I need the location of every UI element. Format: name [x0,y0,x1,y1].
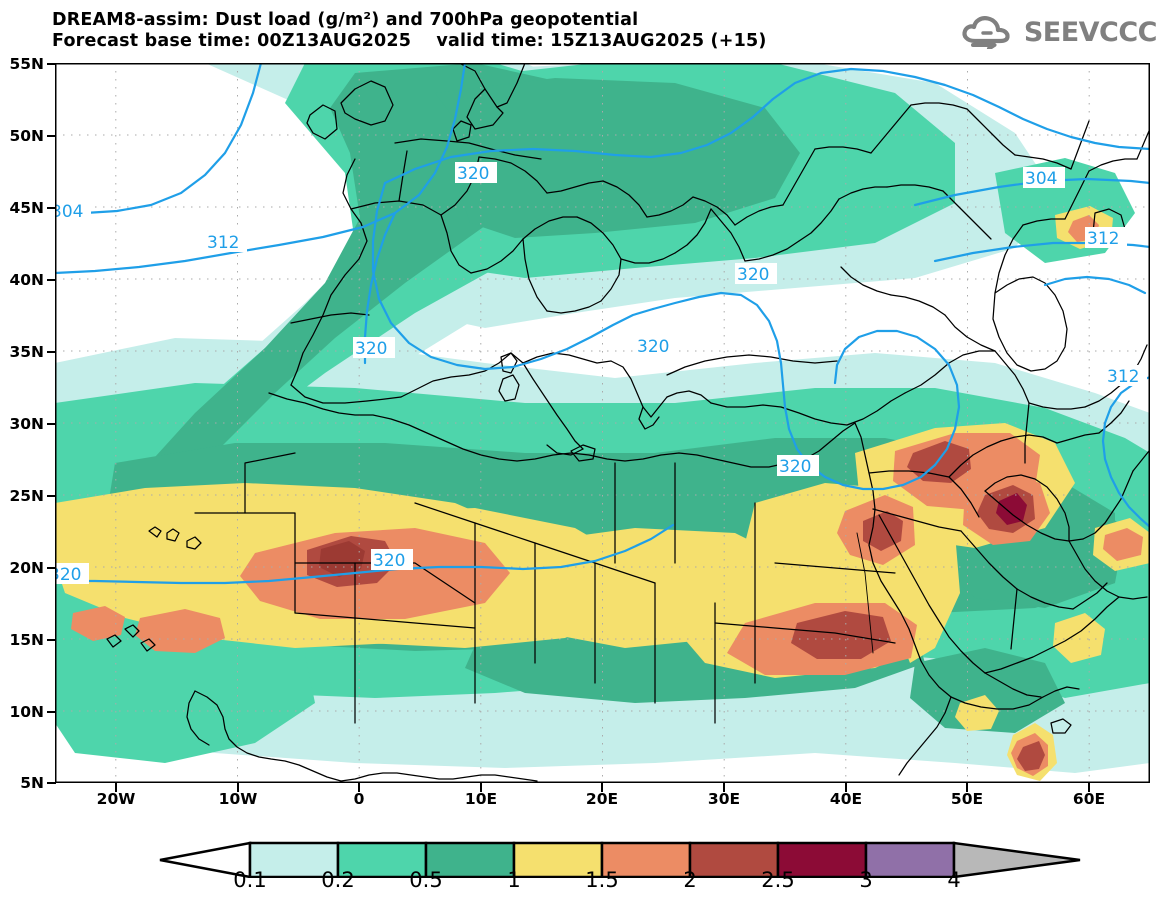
lat-tick-55N: 55N [9,55,44,73]
seevccc-logo: SEEVCCC [961,12,1158,52]
coastline-layer [106,63,1150,782]
contour-label-320-sahara: 320 [371,549,413,571]
lat-tick-15N: 15N [9,631,44,649]
svg-text:304: 304 [55,202,83,222]
contour-label-304-east: 304 [1023,167,1065,189]
lon-tick-40E: 40E [829,790,863,808]
lat-tick-5N: 5N [20,774,44,792]
svg-text:320: 320 [373,551,405,571]
colorbar-tick-1.5: 1.5 [585,868,619,892]
lat-tick-40N: 40N [9,271,44,289]
dust-load-heatmap: 304 312 320 320 320 [55,63,1150,783]
colorbar-tick-0.1: 0.1 [233,868,267,892]
lat-tick-35N: 35N [9,343,44,361]
colorbar-tick-2.5: 2.5 [761,868,795,892]
colorbar-tick-0.5: 0.5 [409,868,443,892]
colorbar-tick-0.2: 0.2 [321,868,355,892]
lat-tick-50N: 50N [9,127,44,145]
colorbar-band-0.1 [248,841,340,878]
contour-label-320-turkey: 320 [735,263,777,285]
map-plot-area: 304 312 320 320 320 [55,63,1150,783]
colorbar-swatches [159,841,1081,878]
contour-label-312-east: 312 [1085,227,1127,249]
colorbar-band-2.5 [776,841,868,878]
colorbar-tick-3: 3 [859,868,873,892]
lon-tick-20E: 20E [585,790,619,808]
lat-tick-20N: 20N [9,559,44,577]
svg-text:320: 320 [355,339,387,359]
cloud-wind-icon [962,16,1010,49]
contour-label-304-nw: 304 [55,200,91,222]
contour-label-layer: 304 312 320 320 320 [55,162,1147,585]
contour-label-320-atlantic: 320 [55,563,89,585]
colorbar-tick-2: 2 [683,868,697,892]
contour-label-320-greece: 320 [635,335,677,357]
contour-label-320-north: 320 [455,162,497,184]
lon-tick-60E: 60E [1072,790,1106,808]
dust-band-2.5 [996,493,1027,525]
lon-tick-50E: 50E [950,790,984,808]
dust-field-layer [55,63,1150,781]
lat-tick-30N: 30N [9,415,44,433]
svg-text:320: 320 [737,265,769,285]
colorbar-band-2 [688,841,780,878]
lon-tick-10E: 10E [464,790,498,808]
svg-text:312: 312 [1087,229,1119,249]
lat-tick-25N: 25N [9,487,44,505]
contour-label-320-arabia: 320 [777,455,819,477]
svg-text:320: 320 [457,164,489,184]
lat-tick-10N: 10N [9,703,44,721]
contour-label-312-iran: 312 [1105,365,1147,387]
lon-tick-10W: 10W [218,790,258,808]
svg-text:312: 312 [207,233,239,253]
colorbar-tick-4: 4 [947,868,961,892]
svg-text:320: 320 [55,565,81,585]
geopotential-contour-layer [55,63,1150,585]
map-gridlines [55,63,1150,783]
colorbar-tick-1: 1 [507,868,521,892]
lat-tick-45N: 45N [9,199,44,217]
contour-label-320-iberia: 320 [353,337,395,359]
contour-label-312-nw: 312 [205,231,247,253]
colorbar-band-1 [512,841,604,878]
latitude-axis: 55N 50N 45N 40N 35N 30N 25N 20N 15N 10N … [0,0,52,907]
chart-title-block: DREAM8-assim: Dust load (g/m²) and 700hP… [52,10,952,52]
page-title: DREAM8-assim: Dust load (g/m²) and 700hP… [52,10,639,30]
lon-tick-0: 0 [353,790,365,808]
colorbar-extend-high [952,841,1081,878]
colorbar-band-0.5 [424,841,516,878]
svg-text:320: 320 [637,337,669,357]
colorbar-band-3 [864,841,956,878]
logo-text: SEEVCCC [1023,16,1158,48]
svg-text:312: 312 [1107,367,1139,387]
svg-text:304: 304 [1025,169,1057,189]
colorbar: 0.1 0.2 0.5 1 1.5 2 2.5 3 4 [0,838,1165,907]
svg-text:320: 320 [779,457,811,477]
dust-band-peak-accent [319,541,365,577]
lon-tick-20W: 20W [96,790,136,808]
lon-tick-30E: 30E [707,790,741,808]
forecast-time-subtitle: Forecast base time: 00Z13AUG2025 valid t… [52,31,767,51]
